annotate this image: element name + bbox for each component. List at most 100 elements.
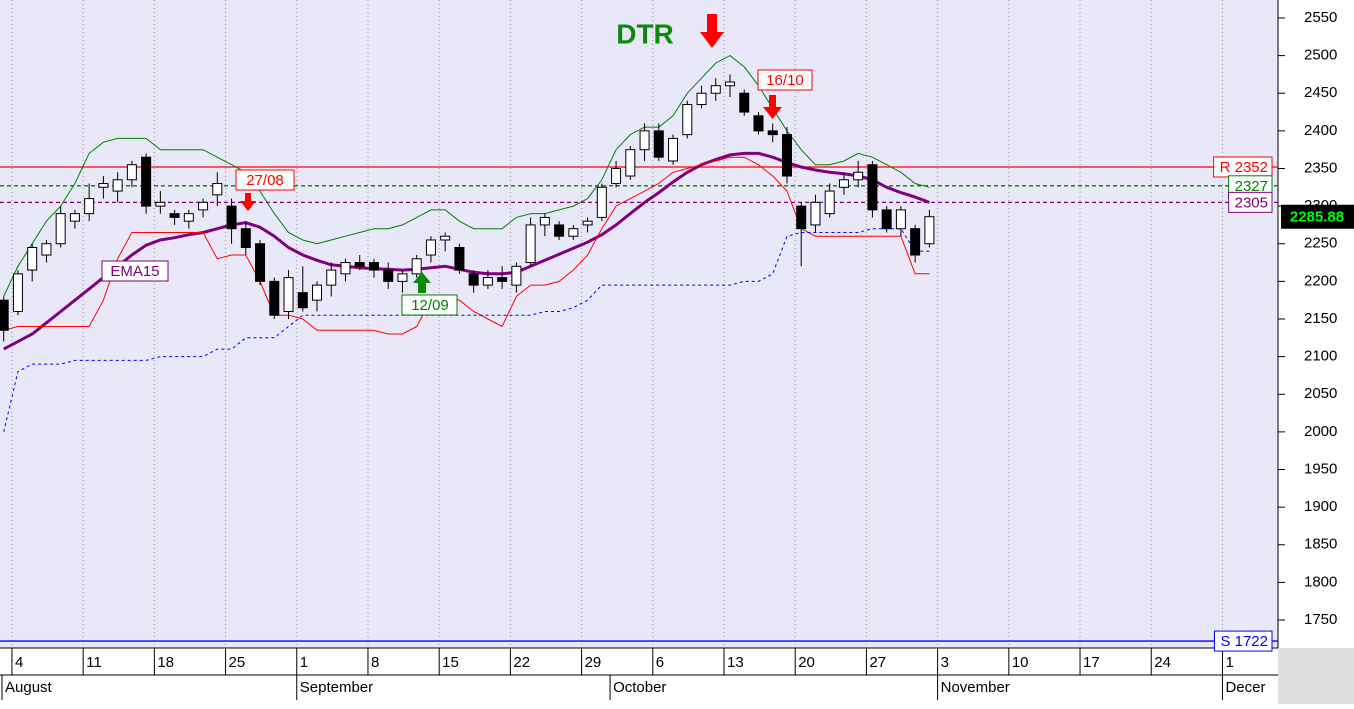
candle-body: [710, 85, 721, 94]
x-tick-label: 18: [157, 654, 174, 671]
month-label: September: [300, 679, 373, 696]
candle-body: [468, 273, 479, 286]
overlay-line: [3, 156, 930, 335]
candle-body: [853, 171, 864, 181]
x-tick-label: 11: [86, 654, 102, 671]
candle-body: [269, 280, 280, 316]
x-tick-label: 3: [941, 654, 949, 671]
y-tick-label: 1950: [1304, 460, 1337, 477]
signal-label: 12/09: [411, 297, 449, 314]
candle-body: [425, 239, 436, 256]
level-label: 2327: [1235, 178, 1268, 195]
candle-body: [312, 284, 323, 301]
month-label: November: [941, 679, 1010, 696]
candle-body: [511, 265, 522, 286]
candle-body: [41, 243, 52, 256]
corner: [1278, 648, 1354, 704]
plot-background: [0, 0, 1278, 648]
candle-body: [867, 164, 878, 211]
y-tick-label: 1750: [1304, 611, 1337, 628]
y-tick-label: 2500: [1304, 47, 1337, 64]
candle-body: [440, 235, 451, 241]
x-tick-label: 4: [15, 654, 23, 671]
candle-body: [383, 269, 394, 282]
candle-body: [454, 247, 465, 271]
candle-body: [255, 243, 266, 282]
x-tick-label: 1: [300, 654, 308, 671]
candle-body: [739, 92, 750, 113]
x-tick-label: 17: [1083, 654, 1100, 671]
candle-body: [668, 137, 679, 162]
candle-body: [84, 198, 95, 215]
y-tick-label: 2150: [1304, 310, 1337, 327]
candle-body: [895, 209, 906, 230]
candle-body: [525, 224, 536, 264]
candle-body: [554, 224, 565, 237]
y-tick-label: 2400: [1304, 122, 1337, 139]
candle-body: [98, 183, 109, 188]
candle-body: [611, 167, 622, 185]
signal-box: [757, 69, 813, 91]
signal-label: 16/10: [766, 72, 804, 89]
candle-body: [810, 201, 821, 226]
candle-body: [881, 209, 892, 230]
overlay-line: [2, 151, 930, 351]
candle-body: [924, 216, 935, 245]
candle-body: [910, 228, 921, 256]
candle-body: [240, 228, 251, 249]
candle-body: [12, 273, 23, 312]
level-label: 2305: [1235, 194, 1268, 211]
candle-body: [169, 213, 180, 218]
x-tick-label: 6: [656, 654, 664, 671]
month-label: August: [5, 679, 53, 696]
x-tick-label: 22: [513, 654, 530, 671]
candle-body: [69, 213, 80, 222]
candle-body: [725, 81, 736, 87]
candle-body: [539, 216, 550, 226]
x-tick-label: 8: [371, 654, 379, 671]
x-tick-label: 24: [1154, 654, 1171, 671]
y-tick-label: 1850: [1304, 536, 1337, 553]
candle-body: [112, 179, 123, 192]
y-tick-label: 2200: [1304, 272, 1337, 289]
level-label: R 2352: [1220, 159, 1268, 176]
candle-body: [653, 130, 664, 158]
last-price-box: [1281, 204, 1354, 229]
candle-body: [838, 179, 849, 188]
candle-body: [141, 156, 152, 207]
x-tick-label: 15: [442, 654, 459, 671]
y-tick-label: 2250: [1304, 235, 1337, 252]
candles: [0, 74, 935, 342]
month-label: Decer: [1225, 679, 1265, 696]
candle-body: [183, 213, 194, 222]
candle-body: [126, 164, 137, 181]
candle-body: [639, 130, 650, 151]
x-tick-label: 20: [798, 654, 815, 671]
dtr-label: DTR: [616, 18, 674, 49]
candle-body: [796, 205, 807, 230]
candle-body: [682, 104, 693, 136]
candle-body: [767, 130, 778, 136]
candle-body: [340, 262, 351, 275]
candle-body: [283, 277, 294, 312]
candle-body: [582, 220, 593, 226]
candle-body: [226, 205, 237, 230]
candle-body: [212, 183, 223, 196]
arrow: [413, 272, 431, 293]
x-tick-label: 1: [1225, 654, 1233, 671]
signal-box: [401, 294, 458, 316]
candle-body: [198, 201, 209, 211]
candle-body: [55, 213, 66, 245]
x-tick-label: 25: [229, 654, 246, 671]
candle-body: [568, 228, 579, 237]
signal-box: [235, 169, 295, 191]
candle-body: [297, 292, 308, 309]
annotations: DTR 27/08 16/10 12/09 EMA15: [101, 14, 813, 316]
arrow: [240, 193, 256, 211]
grid: [0, 0, 1278, 648]
series-label-box: [101, 260, 169, 282]
y-tick-label: 2350: [1304, 159, 1337, 176]
candle-body: [781, 134, 792, 177]
candle-body: [482, 277, 493, 286]
